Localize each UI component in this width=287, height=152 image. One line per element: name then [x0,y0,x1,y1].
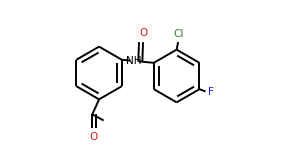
Text: O: O [139,28,147,38]
Text: Cl: Cl [173,29,183,39]
Text: O: O [90,132,98,142]
Text: NH: NH [126,56,141,66]
Text: F: F [208,87,214,97]
